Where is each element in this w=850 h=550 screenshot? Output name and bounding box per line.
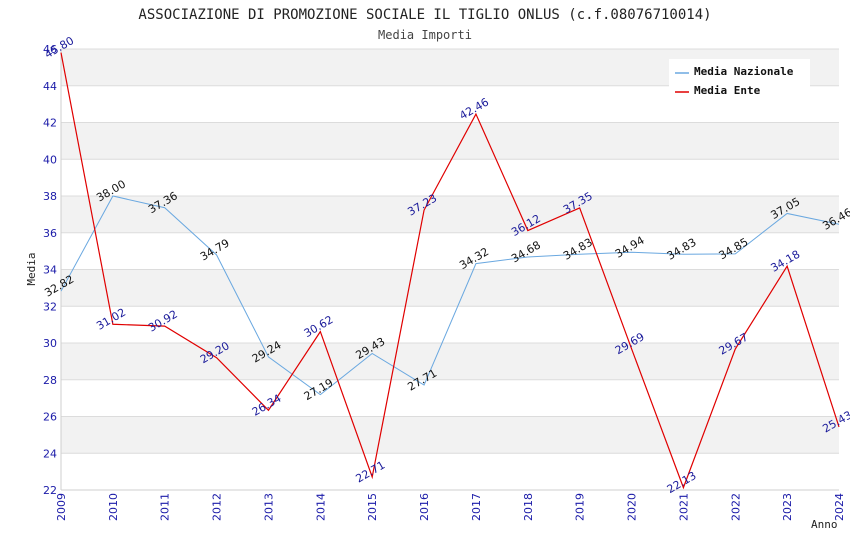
y-tick-label: 46 (43, 43, 57, 56)
series-line-ente (60, 52, 840, 490)
grid-band (61, 232, 839, 270)
grid-band (61, 196, 839, 233)
grid-band (61, 269, 839, 307)
y-tick-labels: 22 24 26 28 30 32 34 36 38 40 42 44 46 (43, 43, 57, 497)
grid-band (61, 453, 839, 490)
x-tick-label: 2024 (833, 493, 846, 521)
x-tick-labels: 2009 2010 2011 2012 2013 2014 2015 2016 2017 2018… (55, 493, 846, 521)
y-tick-label: 26 (43, 411, 57, 424)
x-tick-label: 2018 (522, 493, 535, 521)
x-tick-label: 2017 (470, 493, 483, 521)
x-tick-label: 2009 (55, 493, 68, 521)
series-line-nazionale (60, 195, 840, 396)
x-tick-label: 2022 (729, 493, 742, 521)
y-tick-label: 40 (43, 153, 57, 166)
x-tick-label: 2023 (781, 493, 794, 521)
x-tick-label: 2013 (262, 493, 275, 521)
grid-band (61, 416, 839, 454)
axes (60, 49, 839, 491)
y-tick-label: 22 (43, 484, 57, 497)
x-tick-label: 2012 (211, 493, 224, 521)
y-tick-label: 36 (43, 227, 57, 240)
y-tick-label: 34 (43, 264, 57, 277)
grid-band (61, 379, 839, 417)
x-tick-label: 2015 (366, 493, 379, 521)
y-tick-label: 28 (43, 374, 57, 387)
legend: Media Nazionale Media Ente (669, 59, 810, 103)
x-tick-label: 2011 (159, 493, 172, 521)
x-tick-label: 2014 (314, 493, 327, 521)
x-tick-label: 2019 (574, 493, 587, 521)
legend-box (669, 59, 810, 103)
x-axis-label: Anno (811, 518, 838, 531)
chart-subtitle: Media Importi (378, 28, 472, 42)
grid-band (61, 122, 839, 160)
y-tick-label: 44 (43, 80, 57, 93)
y-tick-label: 30 (43, 337, 57, 350)
y-tick-label: 38 (43, 190, 57, 203)
series-lines (60, 52, 840, 490)
x-tick-label: 2021 (677, 493, 690, 521)
x-tick-label: 2016 (418, 493, 431, 521)
x-tick-label: 2020 (626, 493, 639, 521)
legend-label-nazionale: Media Nazionale (694, 65, 794, 78)
y-tick-label: 24 (43, 447, 57, 460)
grid-band (61, 343, 839, 380)
grid-band (61, 159, 839, 196)
y-tick-label: 42 (43, 117, 57, 130)
chart-title: ASSOCIAZIONE DI PROMOZIONE SOCIALE IL TI… (138, 7, 711, 23)
legend-label-ente: Media Ente (694, 84, 761, 97)
x-tick-label: 2010 (107, 493, 120, 521)
y-axis-label: Media (25, 252, 38, 285)
y-tick-label: 32 (43, 300, 57, 313)
